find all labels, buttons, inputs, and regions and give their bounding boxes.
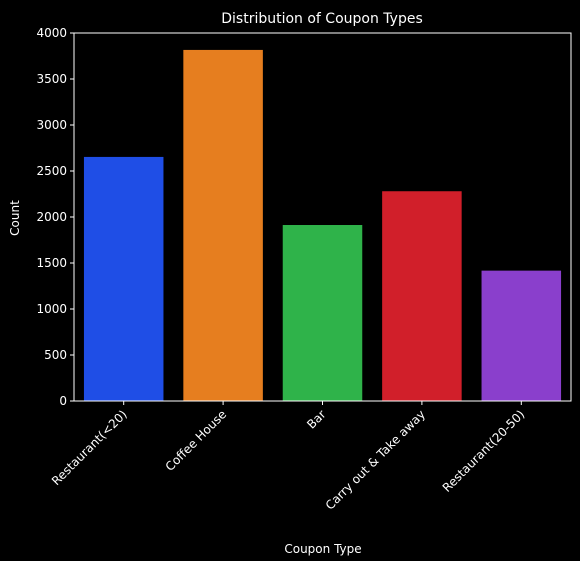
y-tick-label: 1500 [36,256,67,270]
y-tick-label: 3500 [36,72,67,86]
bar-5 [481,270,562,401]
bar-2 [183,49,263,401]
y-axis: 0 500 1000 1500 2000 2500 3000 3500 4000 [36,26,74,408]
chart-title: Distribution of Coupon Types [221,11,423,27]
bar-3 [282,225,363,401]
y-tick-label: 2000 [36,210,67,224]
y-tick-label: 500 [44,348,67,362]
y-tick-label: 4000 [36,26,67,40]
bar-1 [83,156,164,401]
plot-frame [73,32,572,402]
y-tick-label: 1000 [36,302,67,316]
y-axis-label: Count [8,200,22,236]
y-tick-label: 0 [59,394,67,408]
y-tick-label: 2500 [36,164,67,178]
bar-4 [382,191,462,401]
y-tick-label: 3000 [36,118,67,132]
bars-group [83,49,562,401]
x-axis-label: Coupon Type [284,542,361,556]
